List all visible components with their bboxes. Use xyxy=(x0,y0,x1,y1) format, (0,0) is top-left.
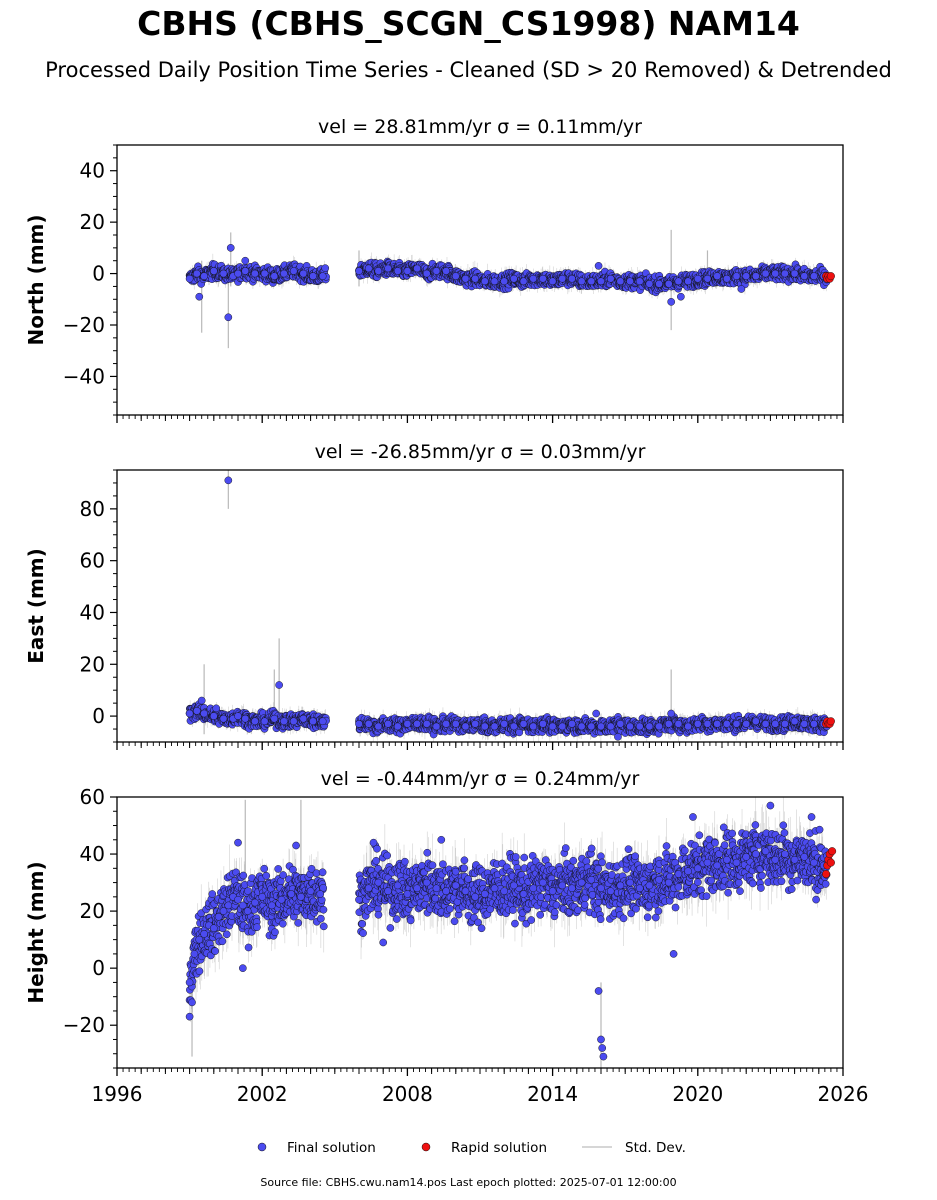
final-point xyxy=(703,274,712,283)
final-point xyxy=(568,274,576,283)
final-point xyxy=(200,272,208,280)
final-outlier-point xyxy=(224,313,233,322)
final-point xyxy=(597,277,605,286)
final-point xyxy=(219,269,228,278)
final-outlier-point xyxy=(737,285,746,293)
final-point xyxy=(645,280,654,288)
final-solution-points xyxy=(185,244,831,322)
final-point xyxy=(616,277,625,286)
final-point xyxy=(374,267,383,275)
final-point xyxy=(606,274,615,283)
final-outlier-point xyxy=(226,244,235,252)
y-axis-label: North (mm) xyxy=(24,214,48,345)
final-point xyxy=(771,269,780,278)
panel-title: vel = 28.81mm/yr σ = 0.11mm/yr xyxy=(318,116,642,138)
final-point xyxy=(635,277,644,286)
final-point xyxy=(209,267,218,275)
final-outlier-point xyxy=(677,292,685,301)
stddev-bars xyxy=(189,470,828,742)
final-point xyxy=(529,274,538,283)
final-point xyxy=(500,277,509,286)
final-point xyxy=(289,267,298,275)
final-point xyxy=(234,269,242,278)
final-point xyxy=(539,274,547,283)
final-point xyxy=(384,264,392,273)
final-outlier-point xyxy=(241,256,250,265)
final-point xyxy=(490,277,499,286)
final-point xyxy=(364,264,373,273)
y-tick-label: −20 xyxy=(63,313,105,337)
final-outlier-point xyxy=(195,292,204,301)
final-point xyxy=(684,277,692,286)
final-point xyxy=(481,277,489,286)
final-point xyxy=(558,274,567,283)
final-point xyxy=(299,269,308,278)
final-point xyxy=(241,267,250,275)
final-point xyxy=(723,274,731,283)
final-point xyxy=(577,277,586,286)
final-point xyxy=(461,274,470,283)
y-tick-label: −40 xyxy=(63,364,105,388)
plot-area xyxy=(185,229,835,349)
final-outlier-point xyxy=(667,298,676,306)
final-point xyxy=(280,269,288,278)
final-outlier-point xyxy=(594,262,603,270)
final-point xyxy=(781,269,789,278)
final-point xyxy=(403,267,412,275)
y-tick-label: 40 xyxy=(80,159,105,183)
final-point xyxy=(693,274,702,283)
final-point xyxy=(752,272,760,280)
final-solution-points xyxy=(185,476,831,741)
final-point xyxy=(761,269,770,278)
final-point xyxy=(193,269,201,278)
final-point xyxy=(321,264,330,272)
panel-north: −40 −20 0 20 40 vel = 28.81mm/yr σ = 0.11mm/y… xyxy=(24,116,844,423)
final-point xyxy=(713,272,721,280)
y-tick-label: 20 xyxy=(80,210,105,234)
figure-subtitle: Processed Daily Position Time Series - C… xyxy=(45,58,892,82)
final-point xyxy=(655,280,663,288)
final-point xyxy=(790,269,799,278)
final-point xyxy=(519,277,528,286)
final-point xyxy=(674,277,683,286)
final-point xyxy=(422,269,431,278)
final-point xyxy=(393,267,402,275)
rapid-solution-points xyxy=(822,272,835,283)
final-point xyxy=(309,272,317,280)
final-point xyxy=(742,272,751,280)
final-point xyxy=(185,274,194,283)
final-point xyxy=(355,267,363,275)
figure-title: CBHS (CBHS_SCGN_CS1998) NAM14 xyxy=(137,4,800,43)
final-point xyxy=(664,280,673,288)
final-point xyxy=(260,269,269,278)
final-point xyxy=(270,272,279,280)
final-point xyxy=(587,277,596,286)
final-point xyxy=(451,272,460,280)
final-point xyxy=(432,267,441,275)
final-point xyxy=(810,272,818,280)
final-point xyxy=(471,274,479,283)
final-point xyxy=(510,274,518,283)
rapid-point xyxy=(826,272,835,281)
final-point xyxy=(318,272,327,280)
plot-area xyxy=(185,470,835,742)
final-point xyxy=(251,269,259,278)
final-point xyxy=(732,272,741,280)
y-tick-label: 0 xyxy=(92,262,105,286)
final-point xyxy=(800,272,809,280)
final-point xyxy=(548,277,557,286)
final-point xyxy=(413,264,421,273)
final-point xyxy=(626,277,634,286)
final-point xyxy=(442,267,450,275)
